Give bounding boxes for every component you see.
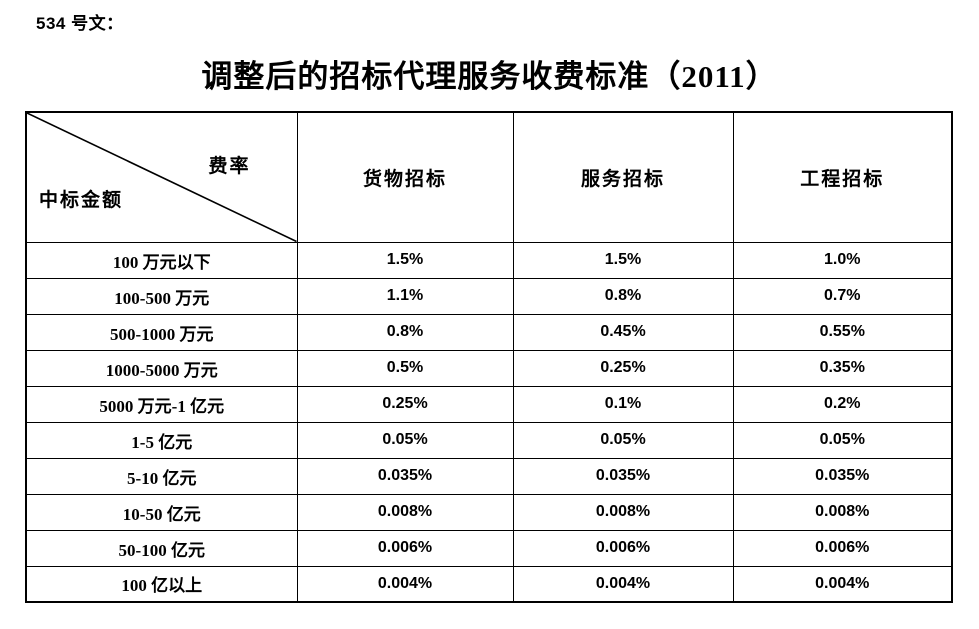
rate-value: 0.006% <box>512 529 734 567</box>
row-label-amount-tier: 1000-5000 万元 <box>25 349 298 387</box>
row-label-amount-tier: 10-50 亿元 <box>25 493 298 531</box>
rate-value: 0.006% <box>732 529 953 567</box>
table-row: 5-10 亿元 0.035% 0.035% 0.035% <box>25 457 953 495</box>
rate-value: 0.25% <box>512 349 734 387</box>
rate-value: 0.006% <box>296 529 514 567</box>
rate-value: 0.25% <box>296 385 514 423</box>
rate-value: 1.5% <box>296 241 514 279</box>
table-row: 100 亿以上 0.004% 0.004% 0.004% <box>25 565 953 603</box>
rate-value: 0.008% <box>512 493 734 531</box>
fee-standard-table: 费率 中标金额 货物招标 服务招标 工程招标 100 万元以下 1.5% 1.5% 1… <box>25 111 953 603</box>
row-label-amount-tier: 100 亿以上 <box>25 565 298 603</box>
row-label-amount-tier: 1-5 亿元 <box>25 421 298 459</box>
rate-value: 0.55% <box>732 313 953 351</box>
row-label-amount-tier: 5-10 亿元 <box>25 457 298 495</box>
rate-value: 1.0% <box>732 241 953 279</box>
rate-value: 0.004% <box>512 565 734 603</box>
rate-value: 0.004% <box>732 565 953 603</box>
rate-value: 1.5% <box>512 241 734 279</box>
rate-value: 0.004% <box>296 565 514 603</box>
row-label-amount-tier: 100 万元以下 <box>25 241 298 279</box>
table-row: 50-100 亿元 0.006% 0.006% 0.006% <box>25 529 953 567</box>
rate-value: 0.008% <box>732 493 953 531</box>
table-row: 100-500 万元 1.1% 0.8% 0.7% <box>25 277 953 315</box>
rate-value: 0.8% <box>512 277 734 315</box>
table-row: 10-50 亿元 0.008% 0.008% 0.008% <box>25 493 953 531</box>
rate-value: 0.035% <box>732 457 953 495</box>
corner-label-bid-amount: 中标金额 <box>39 189 124 211</box>
column-header-goods-tender: 货物招标 <box>296 111 514 243</box>
rate-value: 0.05% <box>296 421 514 459</box>
rate-value: 0.05% <box>512 421 734 459</box>
row-label-amount-tier: 5000 万元-1 亿元 <box>25 385 298 423</box>
table-row: 500-1000 万元 0.8% 0.45% 0.55% <box>25 313 953 351</box>
rate-value: 0.05% <box>732 421 953 459</box>
doc-number-label: 534 号文： <box>36 14 124 33</box>
rate-value: 0.35% <box>732 349 953 387</box>
table-row: 1000-5000 万元 0.5% 0.25% 0.35% <box>25 349 953 387</box>
diagonal-header-cell: 费率 中标金额 <box>25 111 298 243</box>
row-label-amount-tier: 50-100 亿元 <box>25 529 298 567</box>
header-row: 费率 中标金额 货物招标 服务招标 工程招标 <box>25 111 953 243</box>
rate-value: 0.035% <box>512 457 734 495</box>
rate-value: 0.2% <box>732 385 953 423</box>
column-header-engineering-tender: 工程招标 <box>732 111 953 243</box>
corner-label-rate: 费率 <box>208 156 251 177</box>
table-row: 100 万元以下 1.5% 1.5% 1.0% <box>25 241 953 279</box>
column-header-service-tender: 服务招标 <box>512 111 734 243</box>
diagonal-divider-line <box>27 113 297 242</box>
rate-value: 0.8% <box>296 313 514 351</box>
rate-value: 0.5% <box>296 349 514 387</box>
rate-value: 1.1% <box>296 277 514 315</box>
rate-value: 0.7% <box>732 277 953 315</box>
page-title: 调整后的招标代理服务收费标准（2011） <box>201 59 778 94</box>
table-row: 5000 万元-1 亿元 0.25% 0.1% 0.2% <box>25 385 953 423</box>
rate-value: 0.035% <box>296 457 514 495</box>
rate-value: 0.1% <box>512 385 734 423</box>
row-label-amount-tier: 500-1000 万元 <box>25 313 298 351</box>
rate-value: 0.008% <box>296 493 514 531</box>
rate-value: 0.45% <box>512 313 734 351</box>
table-row: 1-5 亿元 0.05% 0.05% 0.05% <box>25 421 953 459</box>
row-label-amount-tier: 100-500 万元 <box>25 277 298 315</box>
fee-table-body: 100 万元以下 1.5% 1.5% 1.0% 100-500 万元 1.1% 0.8% 0.… <box>25 241 953 603</box>
